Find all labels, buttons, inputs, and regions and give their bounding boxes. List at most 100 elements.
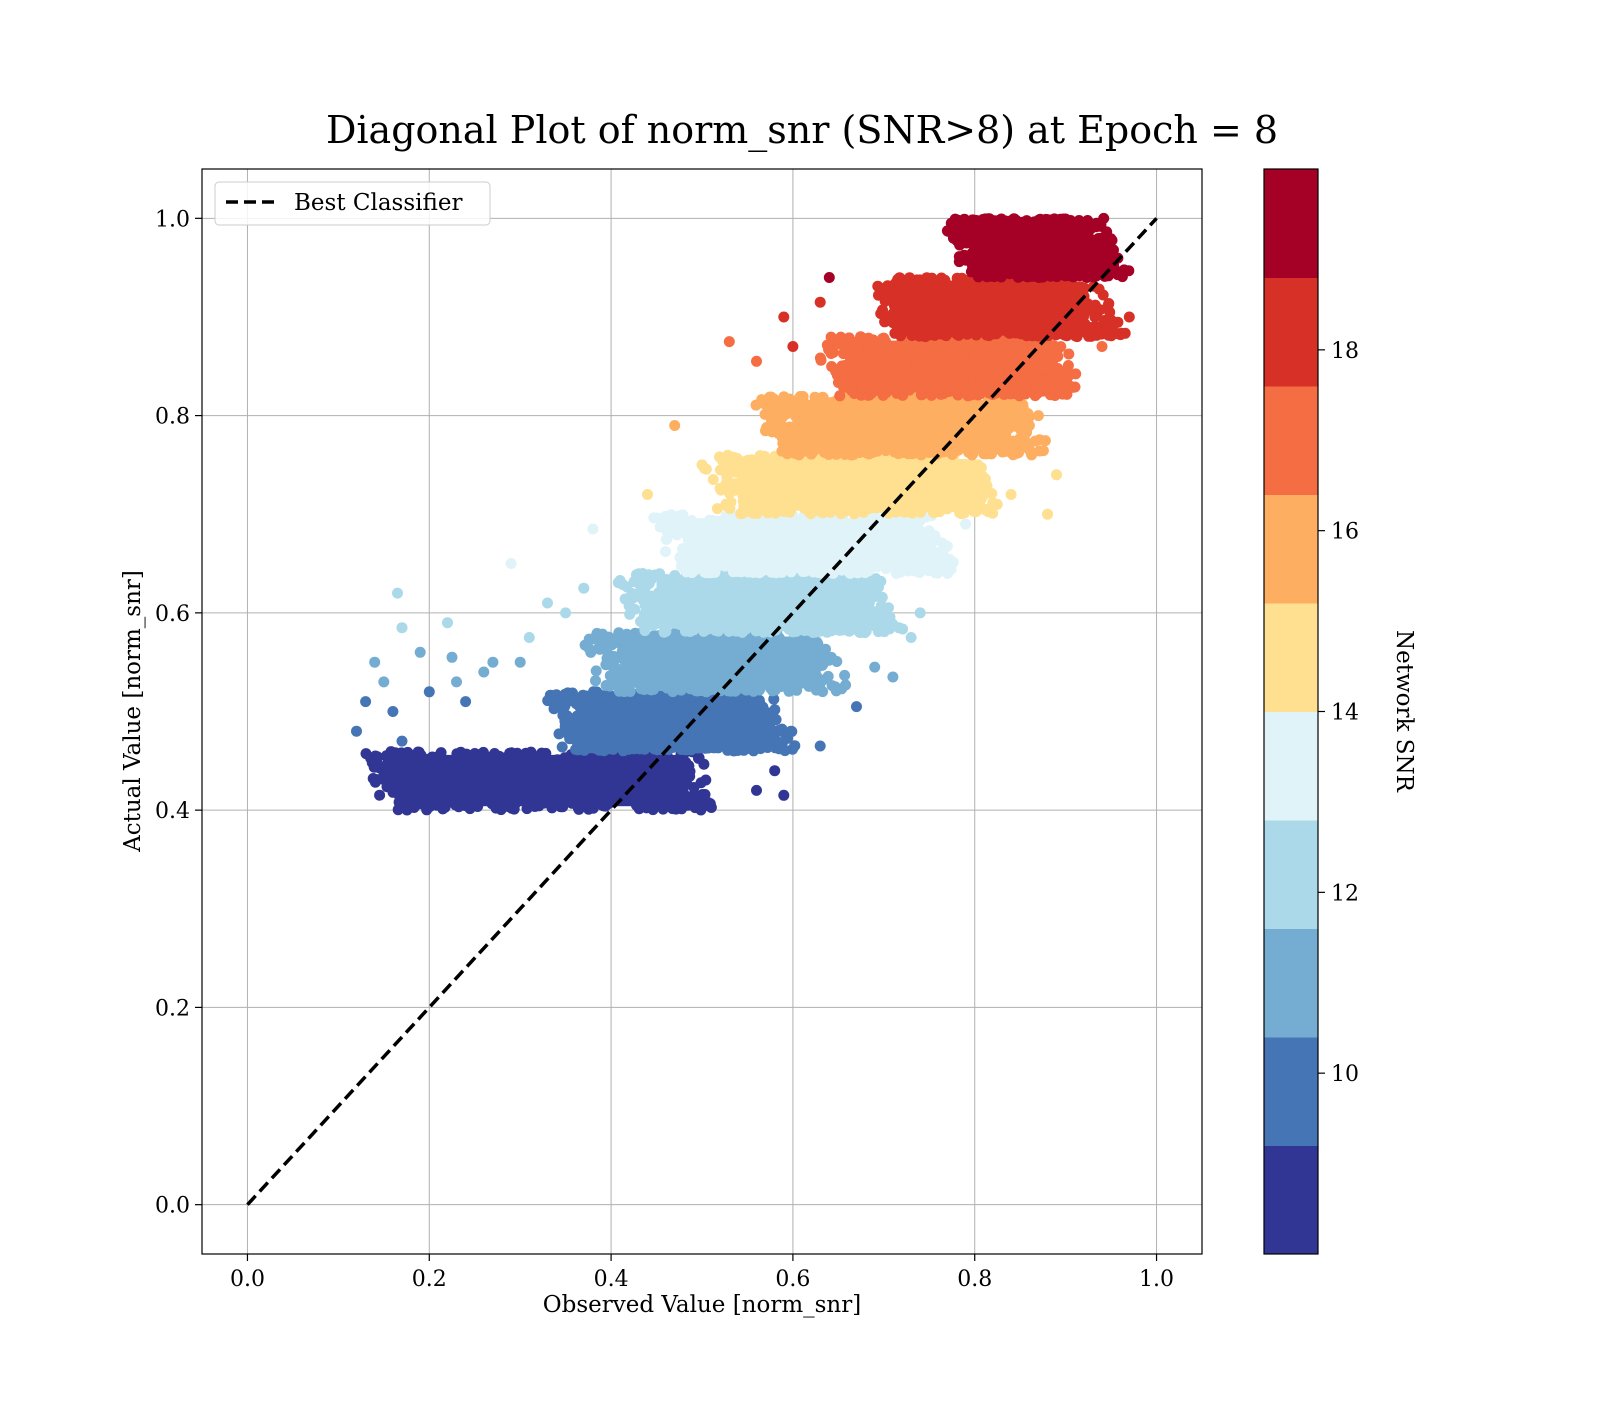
scatter-point: [805, 646, 816, 657]
scatter-point: [925, 549, 936, 560]
scatter-point: [717, 455, 728, 466]
scatter-point: [611, 711, 622, 722]
scatter-point: [569, 797, 580, 808]
scatter-point: [800, 484, 811, 495]
scatter-point: [767, 685, 778, 696]
scatter-point: [781, 556, 792, 567]
scatter-point: [684, 644, 695, 655]
scatter-point: [557, 742, 568, 753]
scatter-point: [987, 508, 998, 519]
scatter-point: [773, 603, 784, 614]
scatter-point: [728, 745, 739, 756]
scatter-point: [932, 568, 943, 579]
scatter-point: [374, 790, 385, 801]
scatter-point: [933, 408, 944, 419]
scatter-point: [590, 675, 601, 686]
scatter-point: [689, 667, 700, 678]
scatter-point: [612, 652, 623, 663]
scatter-point: [710, 705, 721, 716]
scatter-point: [648, 512, 659, 523]
scatter-band-snr-12.8-14: [648, 509, 958, 579]
scatter-point: [610, 636, 621, 647]
scatter-point: [894, 552, 905, 563]
scatter-point: [694, 752, 705, 763]
scatter-point: [902, 472, 913, 483]
scatter-point: [682, 779, 693, 790]
scatter-point: [658, 679, 669, 690]
scatter-point: [624, 609, 635, 620]
scatter-point: [797, 532, 808, 543]
scatter-point: [806, 523, 817, 534]
scatter-point: [636, 663, 647, 674]
scatter-point: [573, 744, 584, 755]
scatter-point: [673, 602, 684, 613]
scatter-point: [748, 487, 759, 498]
scatter-point: [661, 534, 672, 545]
scatter-point: [835, 402, 846, 413]
scatter-point: [1038, 445, 1049, 456]
scatter-point: [569, 757, 580, 768]
scatter-point: [1040, 435, 1051, 446]
scatter-point: [873, 582, 884, 593]
scatter-point: [879, 455, 890, 466]
scatter-point: [460, 783, 471, 794]
scatter-point: [525, 754, 536, 765]
scatter-point: [716, 644, 727, 655]
scatter-point: [372, 761, 383, 772]
scatter-point: [866, 557, 877, 568]
scatter-point: [453, 772, 464, 783]
scatter-point: [958, 401, 969, 412]
scatter-point: [634, 724, 645, 735]
scatter-point: [799, 416, 810, 427]
scatter-point: [481, 771, 492, 782]
scatter-point: [731, 678, 742, 689]
scatter-point: [891, 568, 902, 579]
scatter-point: [532, 794, 543, 805]
scatter-point: [940, 478, 951, 489]
scatter-point: [986, 448, 997, 459]
scatter-point: [607, 697, 618, 708]
scatter-point: [430, 771, 441, 782]
scatter-point: [591, 698, 602, 709]
scatter-point: [922, 434, 933, 445]
scatter-point: [779, 422, 790, 433]
scatter-point: [503, 801, 514, 812]
scatter-band-snr-10.4-11.6: [580, 627, 852, 697]
scatter-point: [562, 687, 573, 698]
scatter-point: [738, 490, 749, 501]
scatter-point: [768, 405, 779, 416]
scatter-point: [672, 697, 683, 708]
scatter-point: [660, 703, 671, 714]
scatter-point: [661, 791, 672, 802]
scatter-point: [860, 430, 871, 441]
scatter-point: [998, 445, 1009, 456]
scatter-point: [827, 615, 838, 626]
scatter-point: [694, 620, 705, 631]
scatter-point: [426, 782, 437, 793]
scatter-point: [849, 435, 860, 446]
scatter-point: [798, 433, 809, 444]
scatter-point: [733, 735, 744, 746]
scatter-point: [884, 435, 895, 446]
scatter-point: [717, 587, 728, 598]
scatter-point: [656, 776, 667, 787]
scatter-point: [741, 685, 752, 696]
scatter-point: [875, 424, 886, 435]
scatter-point: [903, 448, 914, 459]
scatter-point: [798, 472, 809, 483]
scatter-point: [658, 588, 669, 599]
scatter-point: [846, 526, 857, 537]
scatter-point: [649, 722, 660, 733]
scatter-point: [591, 725, 602, 736]
scatter-point: [841, 598, 852, 609]
scatter-point: [591, 665, 602, 676]
scatter-point: [894, 519, 905, 530]
scatter-point: [830, 681, 841, 692]
scatter-point: [645, 739, 656, 750]
scatter-point: [836, 416, 847, 427]
scatter-point: [839, 670, 850, 681]
scatter-point: [602, 653, 613, 664]
scatter-point: [493, 776, 504, 787]
scatter-point: [708, 661, 719, 672]
scatter-point: [673, 514, 684, 525]
